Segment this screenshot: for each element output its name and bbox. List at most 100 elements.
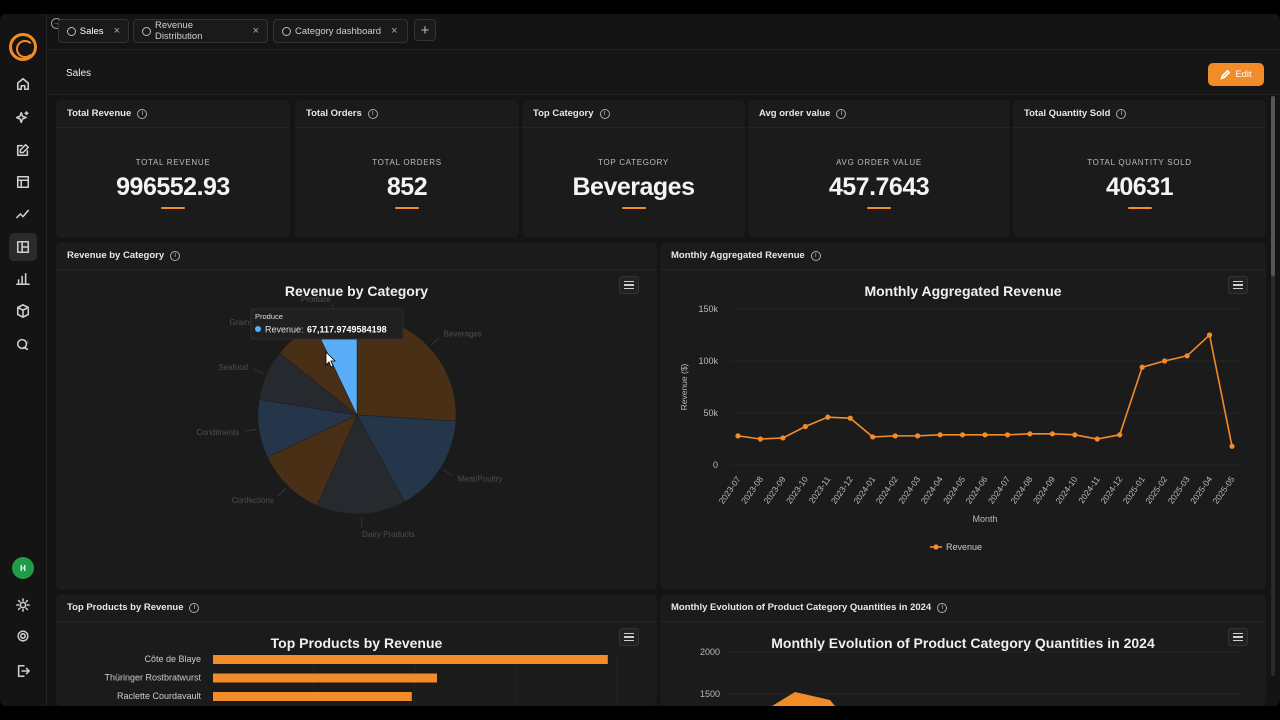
area-chart: 2000 1500 <box>700 647 1240 706</box>
info-icon[interactable]: i <box>810 250 821 261</box>
kpi-value: Beverages <box>572 173 695 201</box>
pie-slice <box>356 414 457 503</box>
card-title: Total Quantity Sold <box>1024 108 1111 119</box>
info-icon[interactable]: i <box>1116 108 1127 119</box>
data-point <box>1027 431 1033 437</box>
edit-note-icon[interactable] <box>11 138 35 162</box>
panel-revenue-by-category[interactable]: Revenue by Category i Revenue by Category… <box>56 242 657 590</box>
page-title: Sales <box>66 68 92 79</box>
x-tick-label: 2024-10 <box>1053 474 1079 506</box>
close-icon[interactable]: × <box>113 25 120 37</box>
data-point <box>847 415 853 421</box>
close-icon[interactable]: × <box>391 25 398 37</box>
close-icon[interactable]: × <box>252 25 259 37</box>
y-tick-label: 50k <box>703 408 718 418</box>
bar-chart-icon[interactable] <box>11 267 35 291</box>
info-icon[interactable]: i <box>937 602 948 613</box>
info-icon[interactable]: i <box>367 108 378 119</box>
bar-category-label: Thüringer Rostbratwurst <box>104 673 201 683</box>
panel-monthly-evolution-quantities[interactable]: Monthly Evolution of Product Category Qu… <box>660 594 1266 706</box>
settings-gear-icon[interactable] <box>11 624 35 648</box>
kpi-accent-bar <box>395 207 419 209</box>
app-logo[interactable] <box>9 33 37 61</box>
kpi-value: 457.7643 <box>828 173 930 201</box>
trend-icon[interactable] <box>11 202 35 226</box>
screen-bottom-border <box>0 706 1280 720</box>
sidebar: › › H <box>0 14 47 706</box>
panel-top-products-by-revenue[interactable]: Top Products by Revenue i Top Products by… <box>56 594 657 706</box>
data-point <box>1162 358 1168 364</box>
kpi-label: TOTAL ORDERS <box>372 158 442 167</box>
data-point <box>1229 443 1235 449</box>
info-icon[interactable]: i <box>836 108 847 119</box>
card-title: Top Products by Revenue <box>67 602 184 613</box>
data-point <box>1117 432 1123 438</box>
edit-button[interactable]: Edit <box>1208 63 1264 86</box>
data-point <box>802 423 808 430</box>
home-icon[interactable] <box>11 72 35 96</box>
kpi-card-total-revenue[interactable]: Total Revenue i TOTAL REVENUE 996552.93 <box>56 100 290 238</box>
tab-label: Category dashboard <box>295 25 382 37</box>
scrollbar-thumb[interactable] <box>1271 96 1275 276</box>
user-avatar[interactable]: H <box>12 557 34 579</box>
data-point <box>825 414 831 420</box>
chart-menu-button[interactable] <box>619 276 639 294</box>
kpi-card-top-category[interactable]: Top Category i TOP CATEGORY Beverages <box>522 100 745 238</box>
cube-icon[interactable]: › <box>11 299 35 323</box>
dashboard-icon[interactable] <box>9 233 37 261</box>
chart-menu-button[interactable] <box>1228 276 1248 294</box>
data-point <box>937 432 943 438</box>
logout-icon[interactable] <box>11 659 35 683</box>
area-series-fill <box>772 692 835 706</box>
pencil-icon <box>1220 69 1231 80</box>
pie-label-connector <box>442 469 453 476</box>
pie-label-connector <box>431 337 440 346</box>
pie-chart: Beverages Meat/Poultry Dairy Products Confe… <box>197 295 503 539</box>
dashboard-grid: Total Revenue i TOTAL REVENUE 996552.93 T… <box>56 100 1266 706</box>
data-point <box>735 433 741 439</box>
pie-slice-label: Dairy Products <box>362 530 414 539</box>
screen-top-border <box>0 0 1280 14</box>
pie-slice-label: Confections <box>232 496 274 505</box>
data-point <box>1206 332 1213 338</box>
info-icon[interactable]: i <box>137 108 148 119</box>
tooltip-series-name: Revenue: <box>265 325 304 335</box>
y-axis-label: Revenue ($) <box>679 363 689 410</box>
sparkle-icon[interactable] <box>11 106 35 130</box>
kpi-card-total-quantity-sold[interactable]: Total Quantity Sold i TOTAL QUANTITY SOLD… <box>1013 100 1266 238</box>
pie-slice-label: Beverages <box>444 329 482 338</box>
add-tab-button[interactable]: + <box>414 19 436 41</box>
tab-revenue-distribution[interactable]: Revenue Distribution × <box>133 19 268 43</box>
x-tick-label: 2025-05 <box>1211 474 1237 506</box>
series-line-revenue <box>737 333 1233 447</box>
card-title: Avg order value <box>759 108 831 119</box>
panel-monthly-aggregated-revenue[interactable]: Monthly Aggregated Revenue i Monthly Aggr… <box>660 242 1266 590</box>
chart-title: Monthly Aggregated Revenue <box>864 283 1062 299</box>
legend-marker <box>933 544 939 550</box>
tooltip-category: Produce <box>255 312 283 321</box>
kpi-card-avg-order-value[interactable]: Avg order value i AVG ORDER VALUE 457.764… <box>748 100 1010 238</box>
kpi-label: TOTAL REVENUE <box>135 158 211 167</box>
data-point <box>1049 431 1055 437</box>
scrollbar-track[interactable] <box>1271 96 1275 676</box>
kpi-card-total-orders[interactable]: Total Orders i TOTAL ORDERS 852 <box>295 100 519 238</box>
card-title: Total Revenue <box>67 108 132 119</box>
tab-sales[interactable]: Sales × <box>58 19 129 43</box>
database-icon[interactable]: › <box>11 332 35 356</box>
info-icon[interactable]: i <box>189 602 200 613</box>
pie-label-connector <box>277 487 287 497</box>
kpi-accent-bar <box>161 207 185 209</box>
tooltip-box <box>250 308 404 340</box>
dataset-table-icon[interactable] <box>11 170 35 194</box>
data-point <box>780 435 786 441</box>
kpi-label: AVG ORDER VALUE <box>836 158 922 167</box>
info-icon[interactable]: i <box>599 108 610 119</box>
chart-menu-button[interactable] <box>619 628 639 646</box>
info-icon[interactable]: i <box>170 250 181 261</box>
tab-category-dashboard[interactable]: Category dashboard × <box>273 19 408 43</box>
chart-menu-button[interactable] <box>1228 628 1248 646</box>
chart-title: Revenue by Category <box>284 283 429 299</box>
data-point <box>757 436 764 442</box>
data-point <box>1072 432 1078 438</box>
theme-sun-icon[interactable] <box>11 593 35 617</box>
